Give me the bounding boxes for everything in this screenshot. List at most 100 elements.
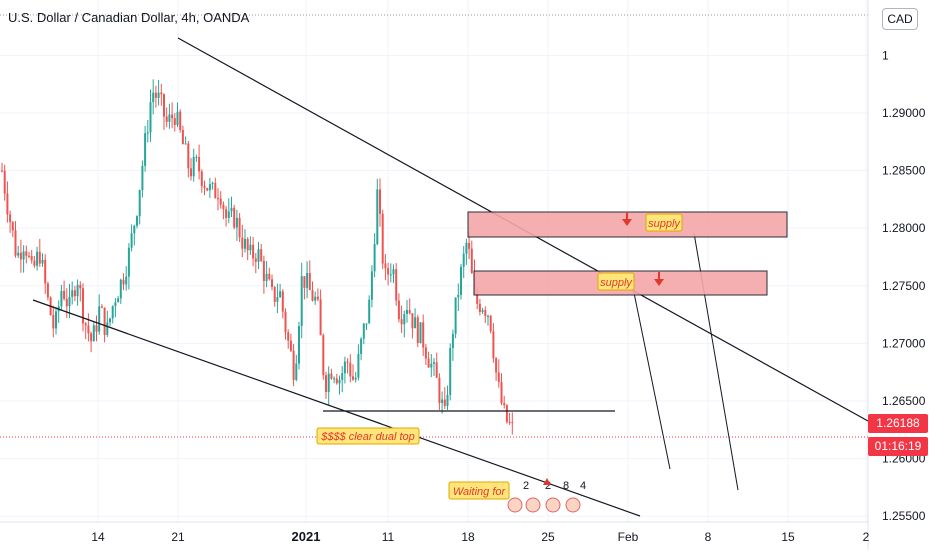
candle-body xyxy=(200,171,203,187)
countdown-tag: 01:16:19 xyxy=(868,437,928,456)
candle-body xyxy=(365,323,368,325)
candle-body xyxy=(484,310,487,317)
candle-body xyxy=(206,188,209,191)
marker-circle xyxy=(525,497,541,513)
candle-body xyxy=(22,251,25,260)
price-tick-label: 1.28000 xyxy=(882,221,926,235)
candle-body xyxy=(314,296,317,301)
candle-body xyxy=(241,237,244,249)
candle-body xyxy=(441,399,444,403)
candle-body xyxy=(387,268,390,275)
time-tick-label: 2021 xyxy=(292,529,321,544)
candle-body xyxy=(6,193,9,215)
candle-body xyxy=(144,133,147,166)
candle-body xyxy=(357,353,360,378)
candle-body xyxy=(424,347,427,359)
candle-body xyxy=(478,303,481,312)
candle-body xyxy=(411,313,414,329)
candle-body xyxy=(73,290,76,297)
candle-body xyxy=(195,156,198,158)
candle-body xyxy=(28,255,30,257)
candle-body xyxy=(38,251,41,264)
candle-body xyxy=(287,332,290,341)
candle-body xyxy=(249,244,252,251)
number-marker: 4 xyxy=(580,480,586,492)
candle-body xyxy=(392,269,395,275)
candle-body xyxy=(92,325,95,342)
candle-body xyxy=(422,322,425,348)
candle-body xyxy=(82,288,84,324)
candle-body xyxy=(368,299,371,324)
supply-label: supply xyxy=(648,218,681,230)
candle-body xyxy=(419,322,422,344)
candle-body xyxy=(179,111,182,130)
candle-body xyxy=(451,333,454,349)
candle-body xyxy=(176,111,179,126)
candle-body xyxy=(106,322,109,335)
candle-body xyxy=(222,204,225,210)
candle-body xyxy=(503,403,506,406)
candle-body xyxy=(44,259,47,284)
candle-body xyxy=(46,283,49,298)
candle-body xyxy=(400,319,403,325)
candle-body xyxy=(84,323,87,326)
candle-body xyxy=(36,251,39,266)
candle-body xyxy=(109,318,111,323)
candle-body xyxy=(430,363,433,368)
candle-body xyxy=(122,279,125,285)
price-tick-label: 1.27000 xyxy=(882,336,926,350)
projection-line xyxy=(631,282,671,470)
waiting-label: Waiting for xyxy=(453,486,507,498)
candle-body xyxy=(173,118,176,126)
dual-top-label: $$$$ clear dual top xyxy=(320,431,415,443)
candle-body xyxy=(416,317,419,344)
number-marker: 2 xyxy=(523,480,529,492)
candle-body xyxy=(468,242,471,249)
time-tick-label: 18 xyxy=(461,530,475,544)
candle-body xyxy=(157,92,160,98)
candle-body xyxy=(316,296,319,300)
marker-circle xyxy=(565,497,581,513)
candle-body xyxy=(335,378,338,384)
candle-body xyxy=(384,263,387,269)
candle-body xyxy=(298,326,300,364)
candle-body xyxy=(438,377,441,403)
number-marker: 2 xyxy=(545,480,551,492)
candle-body xyxy=(71,290,74,297)
candle-body xyxy=(165,116,168,122)
candle-body xyxy=(349,362,352,377)
candle-body xyxy=(273,286,276,302)
candle-body xyxy=(146,132,149,134)
candle-body xyxy=(443,399,446,406)
candle-body xyxy=(33,260,36,266)
candle-body xyxy=(63,290,66,299)
candle-body xyxy=(489,315,492,332)
candle-body xyxy=(325,375,327,392)
candle-body xyxy=(160,92,163,95)
candle-body xyxy=(138,189,141,217)
candle-body xyxy=(346,361,349,363)
waiting-label-bg xyxy=(448,481,510,500)
price-tick-label: 1.25500 xyxy=(882,509,926,523)
chart-title: U.S. Dollar / Canadian Dollar, 4h, OANDA xyxy=(8,10,250,25)
candle-body xyxy=(460,266,462,295)
candle-body xyxy=(379,189,381,214)
candle-body xyxy=(449,348,452,395)
supply-label-bg xyxy=(597,272,635,291)
candle-body xyxy=(19,252,22,260)
candle-body xyxy=(214,183,217,199)
currency-button[interactable]: CAD xyxy=(882,8,918,30)
candle-body xyxy=(141,165,144,190)
candle-body xyxy=(338,379,341,384)
candle-body xyxy=(487,315,489,317)
candle-body xyxy=(300,276,303,327)
candle-body xyxy=(11,222,14,231)
time-tick-label: 25 xyxy=(541,530,555,544)
candle-body xyxy=(408,310,411,314)
marker-circle xyxy=(545,497,561,513)
candle-body xyxy=(433,362,435,364)
candle-body xyxy=(354,377,357,380)
candle-body xyxy=(495,358,498,373)
